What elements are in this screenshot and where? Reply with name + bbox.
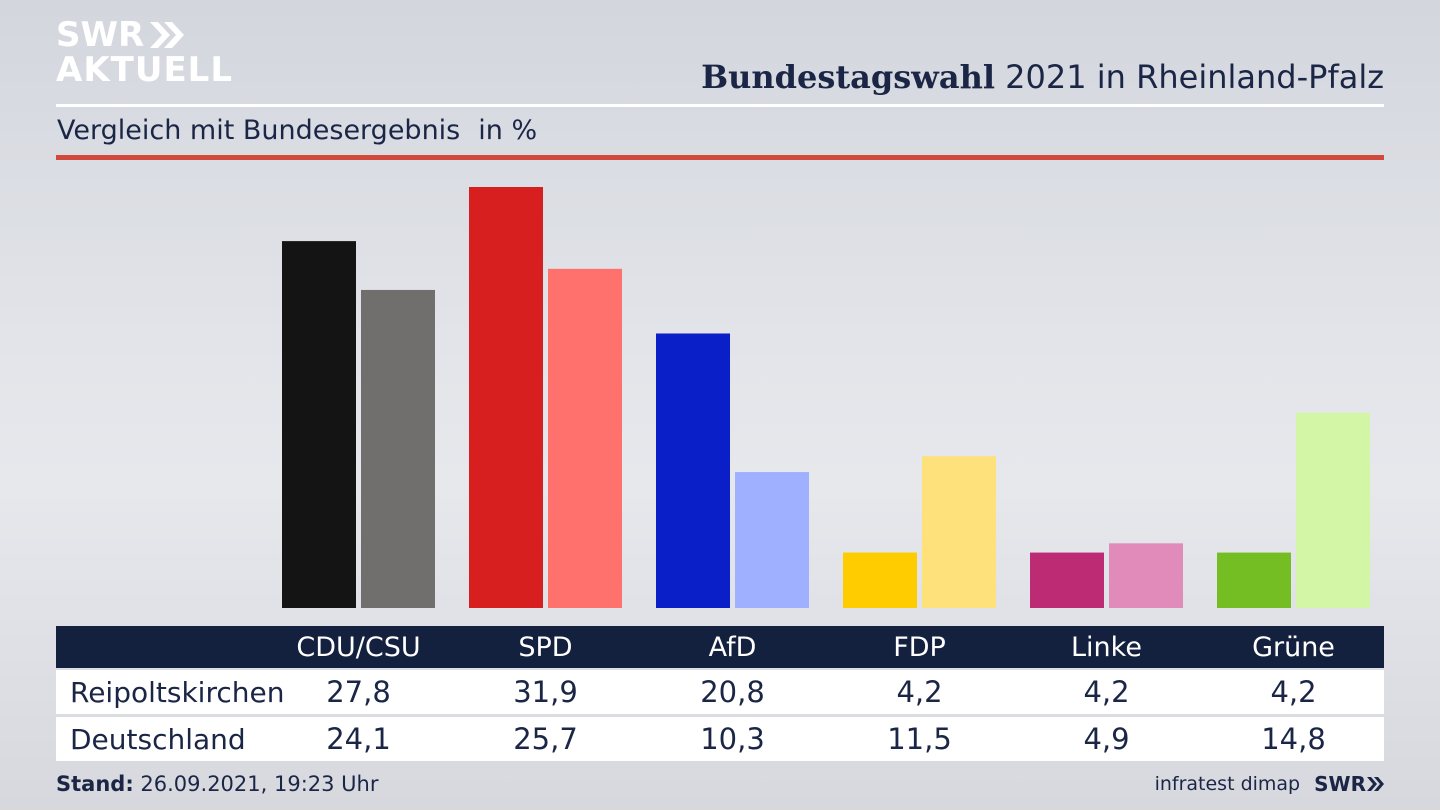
- value-label: 4,2: [1083, 675, 1130, 709]
- stand-value: 26.09.2021, 19:23 Uhr: [133, 772, 379, 796]
- table-row: Reipoltskirchen 27,8 31,9 20,8 4,2 4,2 4,2: [56, 670, 1384, 714]
- value-label: 4,2: [896, 675, 943, 709]
- row-label: Deutschland: [70, 722, 246, 756]
- bar-local-3: [843, 552, 917, 608]
- category-label: Linke: [1071, 631, 1142, 663]
- logo-text-aktuell: AKTUELL: [56, 50, 234, 90]
- bar-local-4: [1030, 552, 1104, 608]
- value-label: 25,7: [513, 722, 578, 756]
- value-label: 11,5: [887, 722, 952, 756]
- category-label: AfD: [708, 631, 757, 663]
- category-label: SPD: [518, 631, 573, 663]
- value-label: 4,2: [1270, 675, 1317, 709]
- double-chevron-icon: [150, 22, 185, 48]
- category-label: FDP: [893, 631, 946, 663]
- bar-national-5: [1296, 412, 1370, 608]
- row-label: Reipoltskirchen: [70, 675, 285, 709]
- value-label: 14,8: [1261, 722, 1326, 756]
- swr-footer-logo: SWR: [1314, 772, 1384, 796]
- table-row: Deutschland 24,1 25,7 10,3 11,5 4,9 14,8: [56, 717, 1384, 761]
- page-title: Bundestagswahl 2021 in Rheinland-Pfalz: [701, 58, 1384, 96]
- swr-aktuell-logo: SWR AKTUELL: [56, 18, 233, 88]
- subtitle-text: Vergleich mit Bundesergebnis: [57, 115, 461, 146]
- title-rest: 2021 in Rheinland-Pfalz: [995, 58, 1384, 96]
- category-label: Grüne: [1252, 631, 1335, 663]
- bar-national-0: [361, 289, 435, 608]
- value-label: 4,9: [1083, 722, 1130, 756]
- table-header: CDU/CSU SPD AfD FDP Linke Grüne: [56, 626, 1384, 668]
- bar-local-5: [1217, 552, 1291, 608]
- bar-local-0: [282, 241, 356, 608]
- category-label: CDU/CSU: [296, 631, 421, 663]
- bar-national-2: [735, 472, 809, 608]
- chart-subtitle: Vergleich mit Bundesergebnis in %: [57, 115, 537, 146]
- double-chevron-icon: [1367, 777, 1384, 791]
- bar-national-4: [1109, 543, 1183, 608]
- stand-label: Stand:: [56, 772, 134, 796]
- source-text: infratest dimap: [1154, 773, 1301, 795]
- source-credit: infratest dimap SWR: [1155, 772, 1384, 796]
- bar-national-3: [922, 456, 996, 608]
- accent-divider: [56, 155, 1384, 160]
- value-label: 24,1: [326, 722, 391, 756]
- value-label: 20,8: [700, 675, 765, 709]
- logo-text-swr: SWR: [56, 15, 145, 55]
- title-bold: Bundestagswahl: [701, 58, 995, 96]
- unit-label: in %: [478, 115, 538, 146]
- title-divider: [56, 104, 1384, 107]
- value-label: 10,3: [700, 722, 765, 756]
- bar-national-1: [548, 268, 622, 608]
- value-label: 27,8: [326, 675, 391, 709]
- swr-footer-text: SWR: [1314, 772, 1366, 796]
- timestamp: Stand: 26.09.2021, 19:23 Uhr: [56, 772, 379, 796]
- bar-local-2: [656, 333, 730, 608]
- bar-local-1: [469, 187, 543, 608]
- value-label: 31,9: [513, 675, 578, 709]
